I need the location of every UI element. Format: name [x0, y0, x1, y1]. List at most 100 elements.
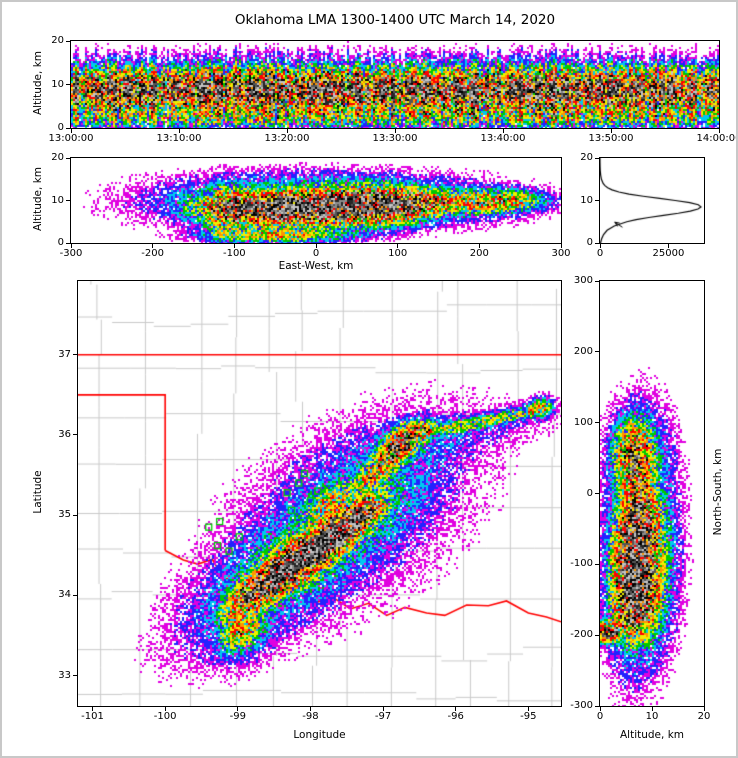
tick-label: 200 — [469, 248, 489, 259]
tick-mark — [599, 244, 601, 248]
tick-mark — [92, 707, 94, 711]
east-west-xlabel: East-West, km — [278, 260, 354, 272]
tick-mark — [73, 594, 77, 596]
tick-mark — [595, 157, 599, 159]
tick-mark — [73, 354, 77, 356]
tick-mark — [527, 707, 529, 711]
tick-mark — [66, 242, 70, 244]
tick-label: 0 — [586, 487, 593, 499]
tick-label: 10 — [645, 711, 659, 722]
tick-mark — [73, 434, 77, 436]
tick-label: 300 — [573, 275, 593, 286]
longitude-xlabel: Longitude — [293, 729, 346, 741]
tick-mark — [595, 634, 599, 636]
tick-mark — [178, 129, 180, 133]
tick-label: 37 — [58, 348, 71, 360]
time-height-plot-canvas[interactable] — [71, 41, 719, 128]
tick-label: 14:00:00 — [696, 133, 738, 144]
tick-label: -200 — [141, 248, 164, 259]
time-height-panel[interactable] — [70, 40, 720, 129]
tick-label: 20 — [51, 152, 64, 163]
tick-mark — [455, 707, 457, 711]
north-south-panel[interactable] — [599, 280, 705, 707]
tick-label: 10 — [51, 194, 64, 206]
tick-mark — [66, 84, 70, 85]
tick-label: 13:30:00 — [372, 133, 418, 144]
tick-label: 10 — [51, 78, 64, 90]
tick-mark — [382, 707, 384, 711]
east-west-panel[interactable] — [70, 157, 562, 244]
tick-mark — [315, 244, 317, 248]
tick-label: 0 — [586, 237, 593, 248]
latitude-ylabel: Latitude — [32, 470, 44, 514]
tick-label: 13:20:00 — [264, 133, 310, 144]
tick-mark — [595, 563, 599, 565]
tick-mark — [309, 707, 311, 711]
tick-label: 0 — [596, 248, 604, 259]
tick-mark — [70, 129, 72, 133]
tick-label: 0 — [57, 122, 64, 133]
tick-label: -100 — [570, 558, 593, 570]
plan-view-plot-canvas[interactable] — [78, 281, 561, 706]
tick-mark — [237, 707, 239, 711]
altitude-histogram-plot-canvas[interactable] — [600, 158, 704, 243]
tick-mark — [595, 280, 599, 282]
tick-mark — [595, 493, 599, 494]
tick-mark — [233, 244, 235, 248]
tick-label: -98 — [302, 711, 319, 722]
tick-mark — [66, 200, 70, 201]
tick-label: 20 — [51, 35, 64, 46]
tick-label: -100 — [153, 711, 177, 722]
figure-title: Oklahoma LMA 1300-1400 UTC March 14, 202… — [234, 12, 556, 28]
tick-label: -97 — [374, 711, 392, 722]
tick-label: 34 — [58, 589, 71, 601]
tick-label: -200 — [570, 629, 593, 641]
tick-label: 13:10:00 — [156, 133, 202, 144]
tick-mark — [152, 244, 154, 248]
east-west-plot-canvas[interactable] — [71, 158, 561, 243]
tick-label: 20 — [697, 711, 711, 722]
plan-view-panel[interactable] — [77, 280, 562, 707]
tick-label: -100 — [222, 248, 246, 259]
tick-mark — [599, 707, 601, 711]
tick-mark — [70, 244, 72, 248]
tick-mark — [397, 244, 399, 248]
tick-label: 200 — [573, 345, 593, 357]
tick-mark — [66, 40, 70, 42]
altitude-histogram-panel[interactable] — [599, 157, 705, 244]
tick-mark — [703, 707, 705, 711]
tick-label: 25000 — [652, 248, 685, 259]
tick-mark — [502, 129, 504, 133]
tick-label: -95 — [520, 711, 537, 722]
tick-mark — [595, 242, 599, 244]
tick-mark — [478, 244, 480, 248]
tick-mark — [73, 514, 77, 516]
tick-label: 13:00:00 — [48, 133, 94, 144]
tick-label: -99 — [229, 711, 246, 722]
tick-label: -101 — [81, 711, 104, 722]
tick-label: 300 — [551, 248, 571, 259]
tick-label: 35 — [58, 509, 71, 521]
tick-label: 100 — [573, 416, 593, 428]
tick-label: 10 — [580, 194, 593, 206]
north-south-plot-canvas[interactable] — [600, 281, 704, 706]
tick-mark — [651, 707, 653, 711]
tick-mark — [610, 129, 612, 133]
tick-label: 33 — [58, 669, 71, 681]
tick-mark — [66, 157, 70, 159]
tick-mark — [718, 129, 720, 133]
tick-label: 0 — [57, 237, 64, 248]
tick-mark — [66, 127, 70, 129]
tick-label: 0 — [312, 248, 320, 259]
tick-label: 13:40:00 — [480, 133, 526, 144]
tick-mark — [595, 351, 599, 353]
tick-mark — [595, 705, 599, 707]
tick-label: 13:50:00 — [588, 133, 634, 144]
tick-label: -300 — [570, 700, 593, 711]
tick-label: -300 — [59, 248, 83, 259]
tick-label: 20 — [580, 152, 593, 163]
tick-mark — [560, 244, 562, 248]
tick-mark — [164, 707, 166, 711]
